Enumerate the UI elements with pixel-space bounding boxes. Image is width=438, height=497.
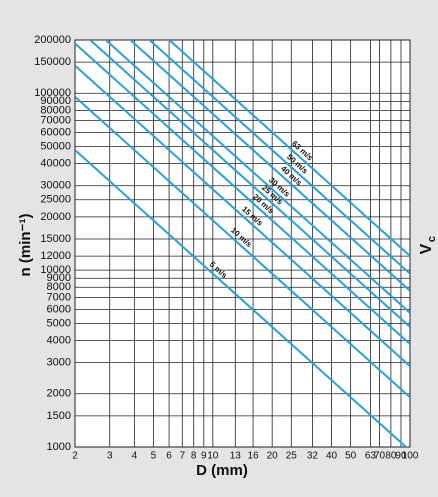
legend-title-sub: c [426, 236, 438, 242]
y-tick-label: 200000 [34, 34, 71, 46]
y-tick-label: 40000 [40, 158, 71, 170]
x-tick-label: 4 [132, 451, 138, 462]
x-tick-label: 13 [230, 451, 242, 462]
series-line [75, 42, 410, 345]
series-line [104, 40, 410, 314]
x-axis-label: D (mm) [196, 462, 248, 479]
y-tick-label: 1000 [47, 441, 71, 453]
legend-title-main: V [418, 243, 435, 254]
y-tick-label: 3000 [47, 357, 71, 369]
x-tick-label: 80 [385, 451, 397, 462]
y-axis-label: n (min⁻¹) [17, 214, 34, 277]
y-tick-label: 20000 [40, 211, 71, 223]
y-tick-label: 4000 [47, 334, 71, 346]
series-line [75, 64, 410, 367]
y-tick-label: 80000 [40, 104, 71, 116]
lines [75, 40, 410, 447]
x-tick-label: 20 [267, 451, 279, 462]
y-tick-label: 7000 [47, 291, 71, 303]
y-tick-label: 9000 [47, 272, 71, 284]
x-tick-label: 50 [345, 451, 357, 462]
x-tick-label: 6 [166, 451, 172, 462]
x-tick-label: 9 [201, 451, 207, 462]
y-tick-label: 70000 [40, 115, 71, 127]
x-tick-label: 40 [326, 451, 338, 462]
y-tick-label: 8000 [47, 281, 71, 293]
legend-title: V c [418, 236, 438, 254]
series-line [128, 40, 410, 292]
plot-border [74, 39, 411, 448]
x-tick-label: 2 [72, 451, 78, 462]
x-tick-label: 8 [191, 451, 197, 462]
series-line [88, 40, 410, 328]
y-tick-label: 12000 [40, 250, 71, 262]
series-line [148, 40, 410, 275]
y-tick-label: 2000 [47, 388, 71, 400]
x-tick-label: 7 [179, 451, 185, 462]
y-tick-label: 50000 [40, 140, 71, 152]
series-line [167, 40, 410, 257]
x-tick-label: 90 [395, 451, 407, 462]
y-tick-label: 150000 [34, 56, 71, 68]
x-tick-label: 3 [107, 451, 113, 462]
y-tick-label: 25000 [40, 194, 71, 206]
y-tick-label: 100000 [34, 87, 71, 99]
y-tick-label: 1500 [47, 410, 71, 422]
x-tick-label: 32 [307, 451, 319, 462]
x-tick-label: 63 [365, 451, 377, 462]
y-tick-label: 5000 [47, 317, 71, 329]
series-line [75, 96, 410, 399]
x-tick-label: 25 [286, 451, 298, 462]
y-tick-label: 30000 [40, 180, 71, 192]
y-tick-label: 60000 [40, 126, 71, 138]
x-tick-label: 10 [207, 451, 219, 462]
x-tick-label: 70 [374, 451, 386, 462]
y-tick-label: 15000 [40, 233, 71, 245]
y-tick-label: 6000 [47, 303, 71, 315]
series-line [75, 149, 408, 447]
x-tick-label: 100 [402, 451, 419, 462]
y-tick-label: 90000 [40, 95, 71, 107]
x-tick-label: 5 [151, 451, 157, 462]
x-tick-label: 16 [248, 451, 260, 462]
plot-area [75, 40, 410, 447]
y-tick-label: 10000 [40, 264, 71, 276]
